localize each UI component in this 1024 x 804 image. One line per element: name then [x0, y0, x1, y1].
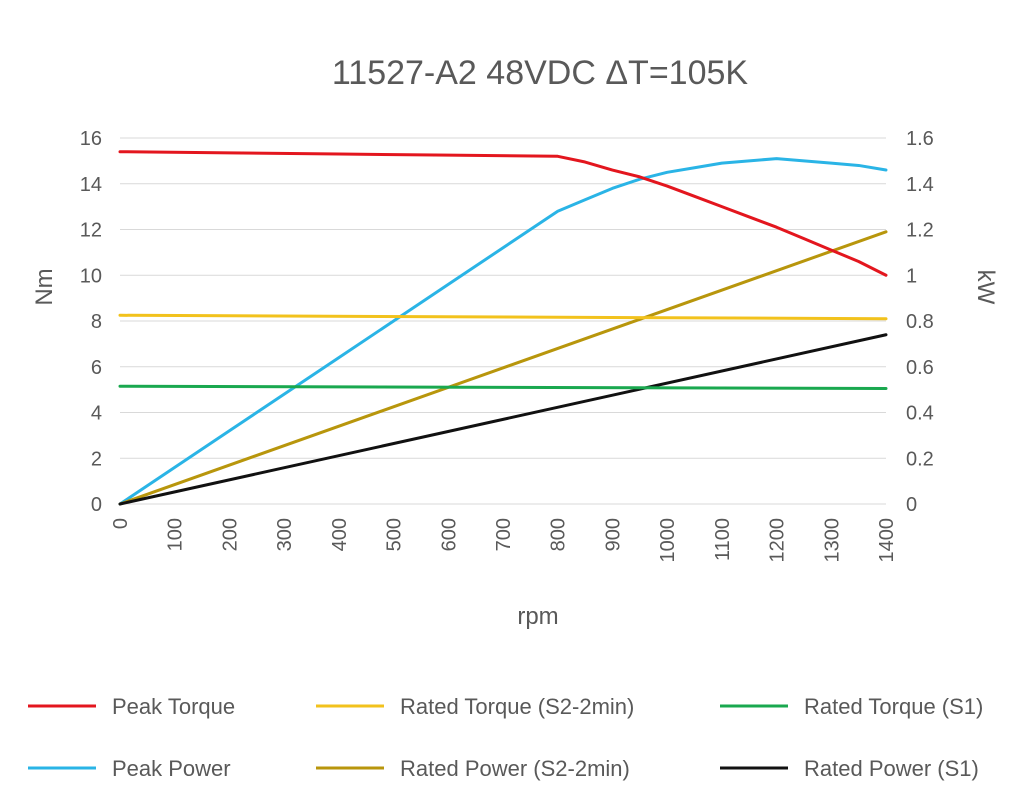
x-tick-label: 700 [493, 518, 515, 551]
x-tick-label: 800 [548, 518, 570, 551]
y-left-tick-label: 8 [91, 311, 102, 333]
y-left-tick-label: 2 [91, 448, 102, 470]
axis-layer: 0 2 4 6 8 10 12 14 16 0 0.2 0.4 0.6 0.8 1 1.2 1.4 1.6 0 100… [80, 128, 934, 563]
x-tick-label: 1300 [821, 518, 843, 563]
series-line [118, 157, 888, 506]
y-right-tick-label: 0.6 [906, 357, 934, 379]
y-left-tick-label: 6 [91, 357, 102, 379]
series-line [118, 150, 888, 277]
legend-label: Rated Power (S2-2min) [400, 756, 630, 781]
x-tick-label: 1400 [876, 518, 898, 563]
x-tick-label: 1200 [767, 518, 789, 563]
x-tick-label: 200 [219, 518, 241, 551]
x-tick-label: 100 [165, 518, 187, 551]
series-line [118, 313, 888, 321]
x-tick-label: 600 [438, 518, 460, 551]
y-right-tick-label: 1.2 [906, 220, 934, 242]
series-line [118, 384, 888, 390]
legend-label: Peak Torque [112, 694, 235, 719]
y-right-tick-label: 1.4 [906, 174, 934, 196]
series-line [118, 333, 888, 506]
x-tick-label: 1100 [712, 518, 734, 561]
y-left-tick-label: 10 [80, 265, 102, 287]
grid-layer [120, 137, 886, 505]
x-tick-label: 400 [329, 518, 351, 551]
x-tick-label: 900 [602, 518, 624, 551]
y-right-tick-label: 1 [906, 265, 917, 287]
y-left-tick-label: 12 [80, 220, 102, 242]
y-left-tick-label: 14 [80, 174, 102, 196]
y-axis-right-title: kW [972, 270, 999, 305]
y-right-tick-label: 0.4 [906, 403, 934, 425]
legend-label: Rated Power (S1) [804, 756, 979, 781]
y-left-tick-label: 4 [91, 403, 102, 425]
legend-label: Peak Power [112, 756, 231, 781]
y-right-tick-label: 0 [906, 494, 917, 516]
x-axis-title: rpm [517, 603, 558, 630]
y-left-tick-label: 0 [91, 494, 102, 516]
y-axis-left-title: Nm [31, 268, 58, 305]
legend-label: Rated Torque (S2-2min) [400, 694, 634, 719]
legend: Peak Torque Rated Torque (S2-2min) Rated T… [28, 694, 983, 781]
series-line [118, 230, 888, 506]
x-tick-label: 0 [110, 518, 132, 529]
y-right-tick-label: 1.6 [906, 128, 934, 150]
series-layer [118, 150, 888, 506]
x-tick-label: 300 [274, 518, 296, 551]
x-tick-label: 1000 [657, 518, 679, 563]
y-right-tick-label: 0.2 [906, 448, 934, 470]
legend-label: Rated Torque (S1) [804, 694, 983, 719]
y-right-tick-label: 0.8 [906, 311, 934, 333]
x-tick-label: 500 [384, 518, 406, 551]
y-left-tick-label: 16 [80, 128, 102, 150]
chart-title: 11527-A2 48VDC ΔT=105K [332, 54, 748, 92]
